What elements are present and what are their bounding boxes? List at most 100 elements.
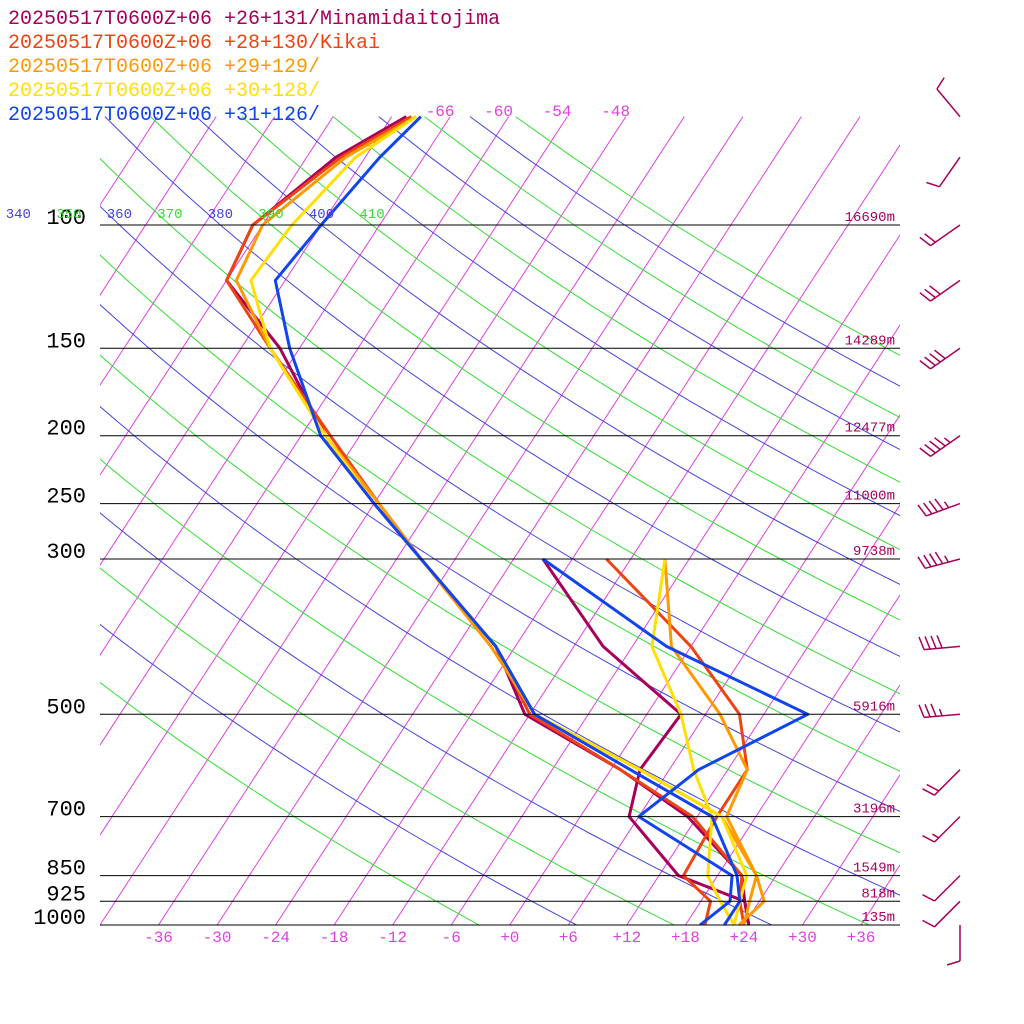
legend-entry: 20250517T0600Z+06 +30+128/ — [8, 80, 320, 103]
temperature-tick-label: -18 — [320, 929, 349, 947]
wind-barbs-layer — [917, 77, 961, 966]
isotherm-line — [743, 684, 900, 925]
grid-layer — [100, 116, 900, 925]
isotherm-line — [450, 234, 900, 925]
wind-barb-staff — [936, 88, 961, 118]
profiles-layer — [225, 115, 810, 925]
wind-barb-flag — [930, 703, 937, 717]
temperature-tick-label: -30 — [203, 929, 232, 947]
isotherm-line — [509, 324, 900, 925]
temperature-tick-label: +30 — [788, 929, 817, 947]
dry-adiabat-line — [100, 157, 900, 695]
pressure-label: 150 — [46, 329, 86, 354]
isotherm-line — [275, 116, 802, 925]
pressure-label: 850 — [46, 857, 86, 882]
pressure-label: 200 — [46, 417, 86, 442]
wind-barb-flag — [934, 437, 946, 447]
dry-adiabat-line — [100, 681, 480, 925]
dry-adiabat-line — [100, 354, 900, 854]
wind-barb-flag — [922, 835, 935, 843]
dewpoint-profile-1 — [541, 558, 751, 925]
pressure-label: 250 — [46, 485, 86, 510]
legend-entry: 20250517T0600Z+06 +28+130/Kikai — [8, 32, 380, 55]
pressure-label: 925 — [46, 882, 86, 907]
pressure-label: 1000 — [33, 906, 86, 931]
wind-barb — [922, 769, 961, 796]
height-label: 11000m — [845, 489, 895, 505]
wind-barb-staff — [933, 900, 961, 928]
wind-barb — [919, 435, 961, 458]
theta-label: 370 — [157, 207, 182, 223]
isotherm-line — [100, 116, 568, 836]
wind-barb-flag — [923, 554, 932, 568]
wind-barb-staff — [930, 279, 961, 302]
wind-barb-flag — [922, 788, 935, 796]
height-label: 16690m — [845, 210, 895, 226]
wind-barb-flag — [928, 553, 938, 566]
pressure-label: 100 — [46, 206, 86, 231]
theta-label: 390 — [258, 207, 283, 223]
dry-adiabat-line — [100, 458, 870, 925]
wind-barb-flag — [930, 635, 937, 649]
wind-barb-flag — [936, 635, 943, 649]
temperature-tick-label: +36 — [847, 929, 876, 947]
dry-adiabat-line — [100, 623, 577, 925]
legend: 20250517T0600Z+06 +26+131/Minamidaitojim… — [8, 8, 500, 127]
height-label: 135m — [861, 910, 895, 926]
wind-barb-flag — [919, 447, 931, 457]
isotherm-line — [100, 116, 276, 386]
wind-barb-staff — [925, 558, 961, 570]
dry-adiabat-line — [515, 116, 900, 356]
wind-barb-flag — [929, 285, 941, 295]
wind-barb-staff — [938, 156, 961, 188]
theta-label: 400 — [309, 207, 334, 223]
wind-barb-flag — [924, 288, 936, 299]
dry-adiabat-line — [100, 512, 772, 925]
wind-barb-flag — [922, 894, 935, 902]
temperature-tick-label: +6 — [559, 929, 578, 947]
wind-barb-half-flag — [944, 555, 950, 563]
height-label: 14289m — [845, 333, 895, 349]
temperature-tick-label: +18 — [671, 929, 700, 947]
wind-barb — [917, 498, 961, 517]
isotherm-line — [684, 594, 900, 925]
height-label: 818m — [861, 886, 895, 902]
dry-adiabat-line — [150, 116, 900, 621]
upper-temperature-label: -48 — [601, 103, 630, 121]
wind-barb-flag — [917, 504, 927, 517]
dry-adiabat-line — [332, 116, 900, 483]
upper-temperature-label: -60 — [484, 103, 513, 121]
height-label: 1549m — [853, 861, 895, 877]
wind-barb-flag — [919, 292, 931, 302]
wind-barb — [917, 551, 961, 570]
temperature-tick-label: -6 — [442, 929, 461, 947]
theta-label: 410 — [359, 207, 384, 223]
wind-barb-flag — [919, 236, 931, 247]
temperature-tick-label: -36 — [144, 929, 173, 947]
dewpoint-profile-3 — [663, 558, 766, 925]
dry-adiabat-line — [195, 116, 900, 586]
isotherm-line — [216, 116, 744, 925]
isotherm-line — [100, 116, 627, 925]
legend-entry: 20250517T0600Z+06 +29+129/ — [8, 56, 320, 79]
dry-adiabat-line — [287, 116, 900, 517]
dry-adiabat-line — [100, 254, 900, 772]
wind-barb-flag — [919, 360, 931, 370]
wind-barb — [922, 816, 961, 843]
dry-adiabat-line — [241, 116, 900, 551]
temperature-profile-3 — [234, 115, 758, 925]
wind-barb-flag — [929, 440, 941, 451]
isotherm-line — [100, 116, 510, 746]
temperature-tick-label: +12 — [612, 929, 641, 947]
wind-barb-half-flag — [943, 501, 950, 509]
height-label: 5916m — [853, 699, 895, 715]
wind-barb-half-flag — [944, 437, 951, 444]
temperature-tick-label: +24 — [729, 929, 758, 947]
wind-barb-flag — [934, 498, 944, 511]
wind-barb — [919, 279, 961, 302]
isotherm-line — [100, 116, 451, 656]
wind-barb-flag — [924, 233, 936, 243]
wind-barb-flag — [918, 636, 925, 650]
wind-barb-staff — [933, 875, 961, 902]
